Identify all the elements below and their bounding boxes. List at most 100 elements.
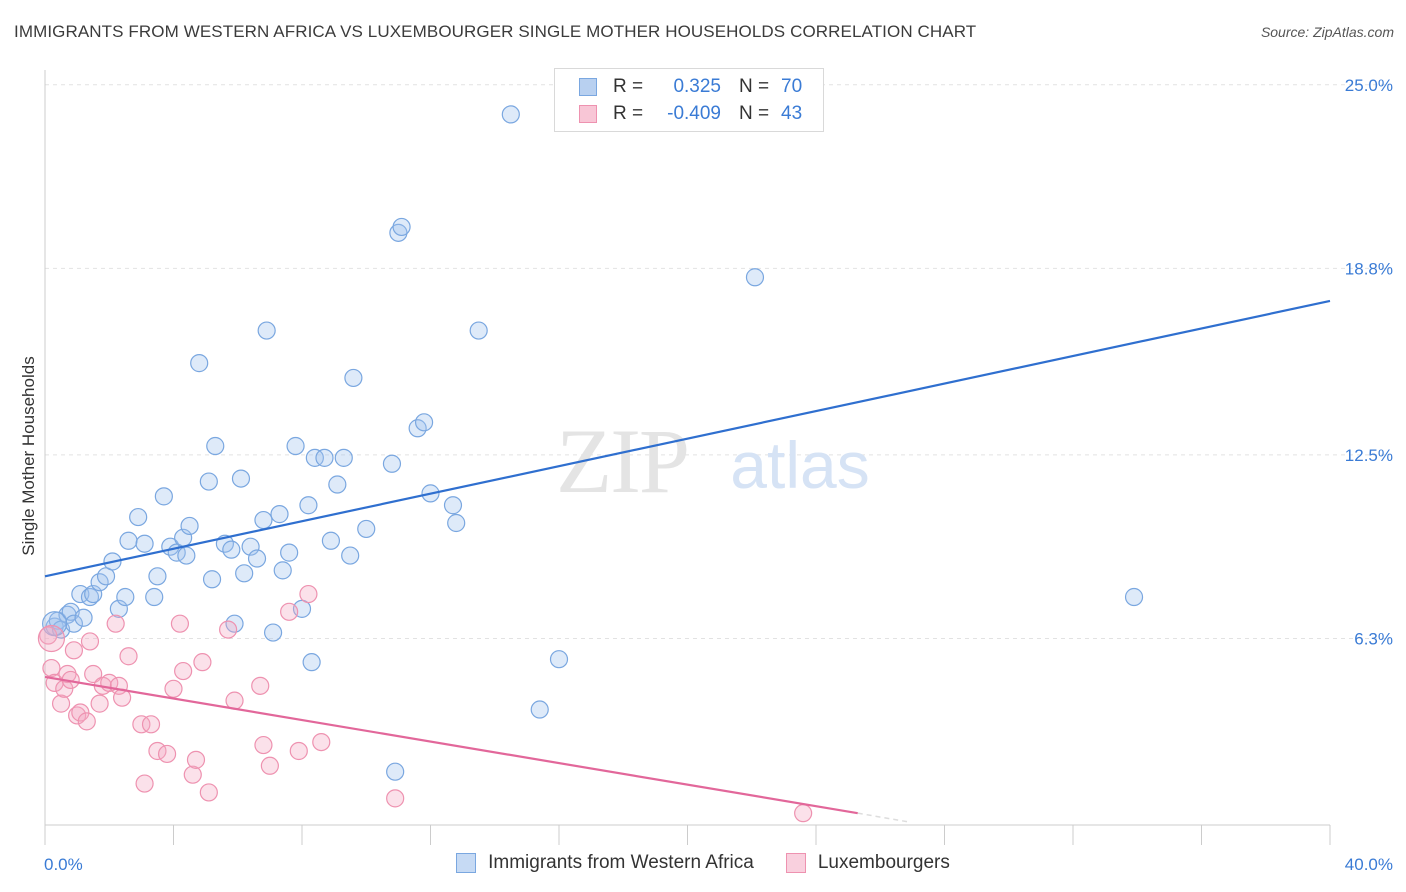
y-tick-labels: 6.3% 12.5% 18.8% 25.0%: [1345, 76, 1393, 649]
data-point-luxembourgers: [135, 774, 154, 793]
data-point-western-africa: [443, 496, 463, 515]
grid-lines: [45, 84, 1390, 639]
data-point-luxembourgers: [174, 661, 193, 681]
data-point-western-africa: [148, 567, 167, 586]
data-point-luxembourgers: [199, 783, 218, 802]
data-point-western-africa: [235, 564, 254, 583]
legend-item-western-africa[interactable]: Immigrants from Western Africa: [456, 852, 754, 874]
data-point-western-africa: [501, 105, 520, 124]
data-point-luxembourgers: [80, 632, 100, 651]
data-point-luxembourgers: [84, 664, 103, 684]
data-point-western-africa: [64, 614, 84, 633]
data-point-western-africa: [109, 599, 128, 618]
data-point-western-africa: [241, 537, 260, 556]
data-point-western-africa: [392, 217, 411, 237]
y-tick-label: 12.5%: [1345, 446, 1393, 465]
chart-title: IMMIGRANTS FROM WESTERN AFRICA VS LUXEMB…: [14, 22, 977, 41]
data-point-western-africa: [469, 321, 488, 340]
series-blue-points: [42, 105, 1144, 781]
data-point-western-africa: [84, 584, 103, 604]
data-point-western-africa: [80, 587, 100, 607]
legend-row-pink: R = -0.409 N = 43: [579, 102, 802, 126]
legend-row-blue: R = 0.325 N = 70: [579, 75, 802, 99]
legend-n-label: N =: [739, 76, 770, 97]
data-point-western-africa: [530, 700, 549, 719]
data-point-luxembourgers: [106, 614, 125, 633]
data-point-western-africa: [254, 510, 273, 530]
data-point-western-africa: [231, 469, 251, 488]
data-point-western-africa: [263, 623, 283, 642]
source-note: Source: ZipAtlas.com: [1260, 24, 1394, 40]
data-point-western-africa: [247, 549, 267, 568]
axes: [44, 70, 1331, 845]
data-point-western-africa: [273, 561, 292, 580]
data-point-western-africa: [222, 540, 241, 559]
y-tick-label: 25.0%: [1345, 76, 1393, 95]
watermark-atlas: atlas: [730, 428, 869, 502]
data-point-luxembourgers: [42, 658, 61, 678]
data-point-luxembourgers: [39, 626, 58, 645]
x-tick-label: 0.0%: [44, 855, 83, 874]
data-point-luxembourgers: [157, 744, 177, 764]
data-point-western-africa: [315, 448, 334, 467]
data-point-western-africa: [74, 608, 93, 627]
data-point-luxembourgers: [386, 789, 405, 808]
data-point-western-africa: [135, 534, 154, 553]
data-point-luxembourgers: [183, 765, 202, 784]
data-point-luxembourgers: [51, 694, 71, 713]
data-point-luxembourgers: [312, 732, 331, 752]
legend-swatch-pink: [579, 105, 597, 123]
data-point-western-africa: [177, 546, 196, 565]
data-point-luxembourgers: [132, 715, 151, 734]
correlation-legend: R = 0.325 N = 70 R = -0.409 N = 43: [554, 68, 824, 132]
legend-n-value-pink: 43: [781, 103, 803, 124]
legend-item-luxembourgers[interactable]: Luxembourgers: [785, 852, 950, 874]
data-point-western-africa: [119, 531, 138, 550]
data-point-luxembourgers: [37, 624, 66, 653]
legend-r-value-blue: 0.325: [673, 76, 721, 97]
data-point-western-africa: [202, 570, 222, 589]
data-point-western-africa: [1124, 587, 1144, 607]
legend-r-label: R =: [613, 76, 644, 97]
data-point-luxembourgers: [193, 653, 212, 672]
data-point-luxembourgers: [119, 647, 138, 666]
data-point-western-africa: [447, 513, 466, 533]
data-point-western-africa: [280, 543, 299, 562]
data-point-western-africa: [286, 436, 305, 456]
data-point-western-africa: [341, 546, 360, 565]
legend-label-western-africa: Immigrants from Western Africa: [488, 852, 754, 873]
data-point-luxembourgers: [289, 741, 308, 761]
data-point-western-africa: [257, 321, 276, 340]
data-point-luxembourgers: [794, 804, 813, 823]
legend-swatch-western-africa: [456, 853, 477, 873]
legend-label-luxembourgers: Luxembourgers: [817, 852, 950, 873]
legend-swatch-luxembourgers: [785, 853, 806, 873]
legend-r-label: R =: [613, 103, 644, 124]
data-point-western-africa: [357, 519, 376, 539]
data-point-luxembourgers: [164, 679, 183, 698]
data-point-luxembourgers: [260, 756, 279, 775]
data-point-western-africa: [154, 487, 173, 506]
y-tick-label: 6.3%: [1354, 629, 1393, 648]
data-point-luxembourgers: [299, 584, 318, 604]
data-point-western-africa: [145, 587, 164, 607]
data-point-western-africa: [382, 454, 402, 473]
x-tick-label: 40.0%: [1345, 855, 1393, 874]
data-point-western-africa: [328, 475, 347, 494]
legend-n-value-blue: 70: [781, 76, 803, 97]
data-point-western-africa: [302, 653, 321, 672]
trend-lines: [44, 299, 1331, 823]
y-axis-label: Single Mother Households: [19, 356, 38, 555]
watermark: ZIP atlas: [556, 410, 870, 512]
data-point-luxembourgers: [254, 735, 273, 755]
data-point-western-africa: [270, 505, 289, 524]
data-point-luxembourgers: [68, 706, 87, 725]
data-point-luxembourgers: [219, 620, 238, 639]
data-point-western-africa: [321, 531, 341, 550]
data-point-western-africa: [386, 762, 405, 781]
legend-r-value-pink: -0.409: [667, 103, 721, 124]
trend-line-extension: [857, 812, 910, 823]
data-point-western-africa: [199, 472, 218, 491]
data-point-western-africa: [190, 354, 209, 373]
